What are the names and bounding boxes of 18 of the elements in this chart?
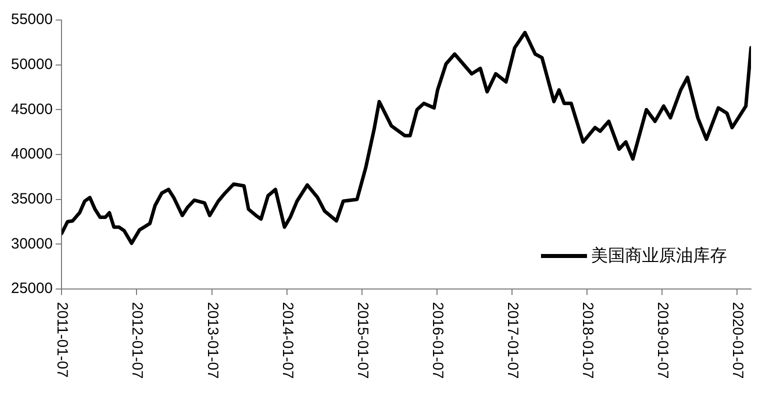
x-tick-label: 2011-01-07 [54,302,71,378]
x-tick-label: 2016-01-07 [428,302,446,379]
y-tick-label: 35000 [10,190,53,208]
x-tick-label: 2018-01-07 [579,302,596,379]
legend-label: 美国商业原油库存 [591,245,727,267]
y-tick-label: 45000 [10,100,53,118]
y-tick-label: 25000 [10,280,53,298]
y-tick-label: 55000 [10,11,53,28]
y-tick-label: 50000 [10,56,53,73]
x-tick-label: 2020-01-07 [729,302,746,379]
x-tick-label: 2013-01-07 [204,302,221,379]
x-tick-label: 2019-01-07 [654,302,672,379]
x-tick-label: 2012-01-07 [128,302,146,379]
x-tick-label: 2017-01-07 [504,302,522,379]
y-tick-label: 30000 [10,235,53,252]
x-tick-label: 2014-01-07 [278,302,296,379]
x-tick-label: 2015-01-07 [354,302,371,379]
y-tick-label: 40000 [10,146,53,163]
